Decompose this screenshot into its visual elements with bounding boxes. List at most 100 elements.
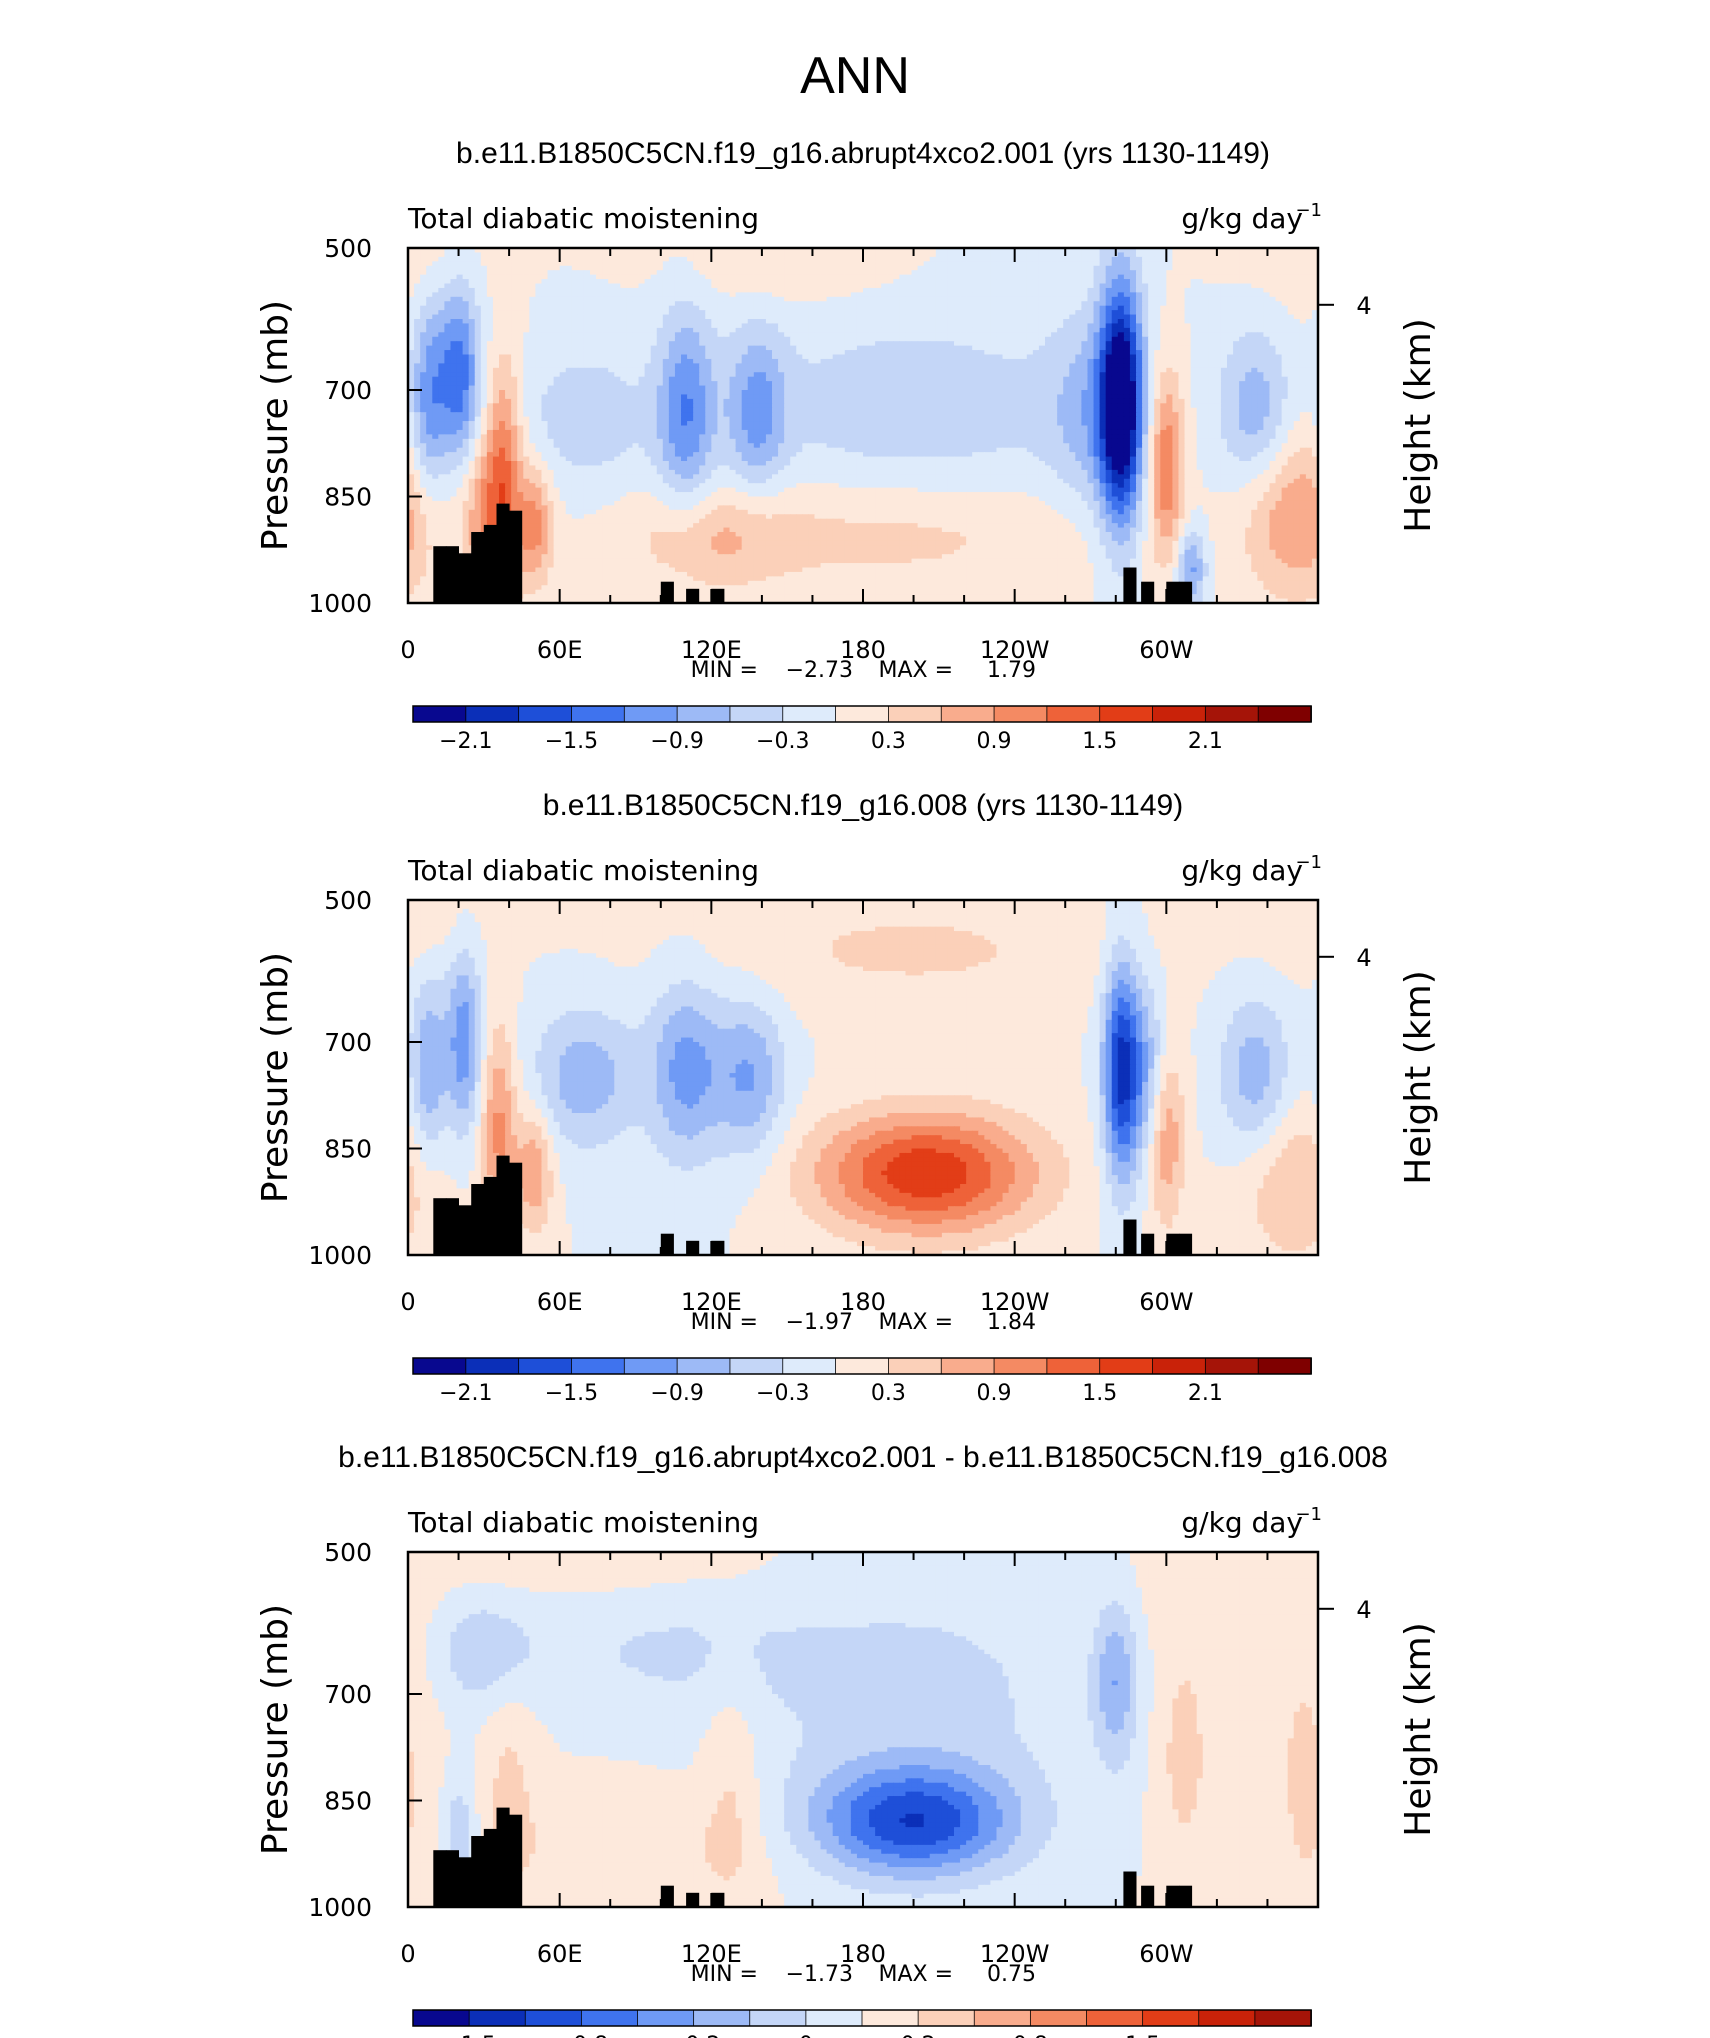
contour-cell <box>905 261 913 267</box>
contour-cell <box>492 274 500 280</box>
contour-cell <box>1008 287 1016 293</box>
contour-cell <box>1166 358 1173 364</box>
contour-cell <box>1202 381 1210 387</box>
contour-cell <box>772 350 779 356</box>
contour-cell <box>1099 256 1107 262</box>
contour-cell <box>426 252 433 258</box>
contour-cell <box>1069 265 1076 271</box>
contour-cell <box>960 319 967 325</box>
contour-cell <box>638 287 646 293</box>
contour-cell <box>444 327 452 333</box>
contour-cell <box>887 350 894 356</box>
contour-cell <box>1111 341 1119 347</box>
contour-cell <box>905 252 913 258</box>
contour-cell <box>535 332 543 338</box>
contour-cell <box>808 256 816 262</box>
contour-cell <box>723 354 731 360</box>
contour-cell <box>790 327 797 333</box>
contour-cell <box>863 270 870 276</box>
contour-cell <box>917 376 925 382</box>
contour-cell <box>1032 279 1040 285</box>
contour-cell <box>1057 252 1064 258</box>
contour-cell <box>632 332 640 338</box>
contour-cell <box>590 385 597 391</box>
contour-cell <box>905 381 913 387</box>
contour-cell <box>596 381 603 387</box>
contour-cell <box>1014 323 1022 329</box>
contour-cell <box>699 385 706 391</box>
contour-cell <box>1257 381 1264 387</box>
contour-cell <box>1166 336 1173 342</box>
contour-cell <box>1184 327 1192 333</box>
contour-cell <box>486 310 494 316</box>
contour-cell <box>1002 332 1010 338</box>
contour-cell <box>947 358 955 364</box>
contour-cell <box>856 310 864 316</box>
contour-cell <box>802 252 809 258</box>
contour-cell <box>765 248 773 254</box>
contour-cell <box>729 305 737 311</box>
contour-cell <box>638 265 646 271</box>
contour-cell <box>753 332 761 338</box>
contour-cell <box>1129 385 1137 391</box>
contour-cell <box>735 270 743 276</box>
contour-cell <box>468 332 476 338</box>
contour-cell <box>735 287 743 293</box>
contour-cell <box>735 358 743 364</box>
contour-cell <box>681 327 688 333</box>
contour-cell <box>778 385 785 391</box>
contour-cell <box>1239 332 1246 338</box>
contour-cell <box>1026 296 1034 302</box>
contour-cell <box>1105 261 1113 267</box>
contour-cell <box>772 252 779 258</box>
contour-cell <box>1220 319 1228 325</box>
contour-cell <box>1293 305 1301 311</box>
contour-cell <box>608 394 615 400</box>
contour-cell <box>614 390 621 396</box>
contour-cell <box>990 332 998 338</box>
contour-cell <box>735 390 743 396</box>
contour-cell <box>1233 345 1240 351</box>
contour-cell <box>844 287 852 293</box>
contour-cell <box>735 345 743 351</box>
contour-cell <box>577 283 585 289</box>
contour-cell <box>741 305 749 311</box>
contour-cell <box>602 283 609 289</box>
contour-cell <box>978 332 985 338</box>
contour-cell <box>1075 363 1082 369</box>
contour-cell <box>1281 310 1289 316</box>
contour-cell <box>935 305 943 311</box>
contour-cell <box>729 336 737 342</box>
contour-cell <box>1093 296 1101 302</box>
contour-cell <box>535 385 543 391</box>
contour-cell <box>705 314 712 320</box>
contour-cell <box>875 279 882 285</box>
contour-cell <box>408 376 415 382</box>
contour-cell <box>1275 305 1283 311</box>
contour-cell <box>1142 283 1149 289</box>
contour-cell <box>614 323 621 329</box>
contour-cell <box>1148 372 1155 378</box>
contour-cell <box>1111 256 1119 262</box>
contour-cell <box>444 274 452 280</box>
contour-cell <box>614 363 621 369</box>
contour-cell <box>1020 327 1028 333</box>
contour-cell <box>863 385 870 391</box>
contour-cell <box>438 363 445 369</box>
contour-cell <box>820 341 828 347</box>
contour-cell <box>547 270 555 276</box>
contour-cell <box>523 354 530 360</box>
contour-cell <box>438 265 445 271</box>
contour-cell <box>492 381 500 387</box>
contour-cell <box>844 376 852 382</box>
contour-cell <box>887 327 894 333</box>
contour-cell <box>1142 372 1149 378</box>
contour-cell <box>978 367 985 373</box>
contour-cell <box>505 385 512 391</box>
contour-cell <box>1281 341 1289 347</box>
contour-cell <box>492 314 500 320</box>
contour-cell <box>1148 310 1155 316</box>
contour-cell <box>905 248 913 254</box>
contour-cell <box>911 283 919 289</box>
contour-cell <box>1293 261 1301 267</box>
